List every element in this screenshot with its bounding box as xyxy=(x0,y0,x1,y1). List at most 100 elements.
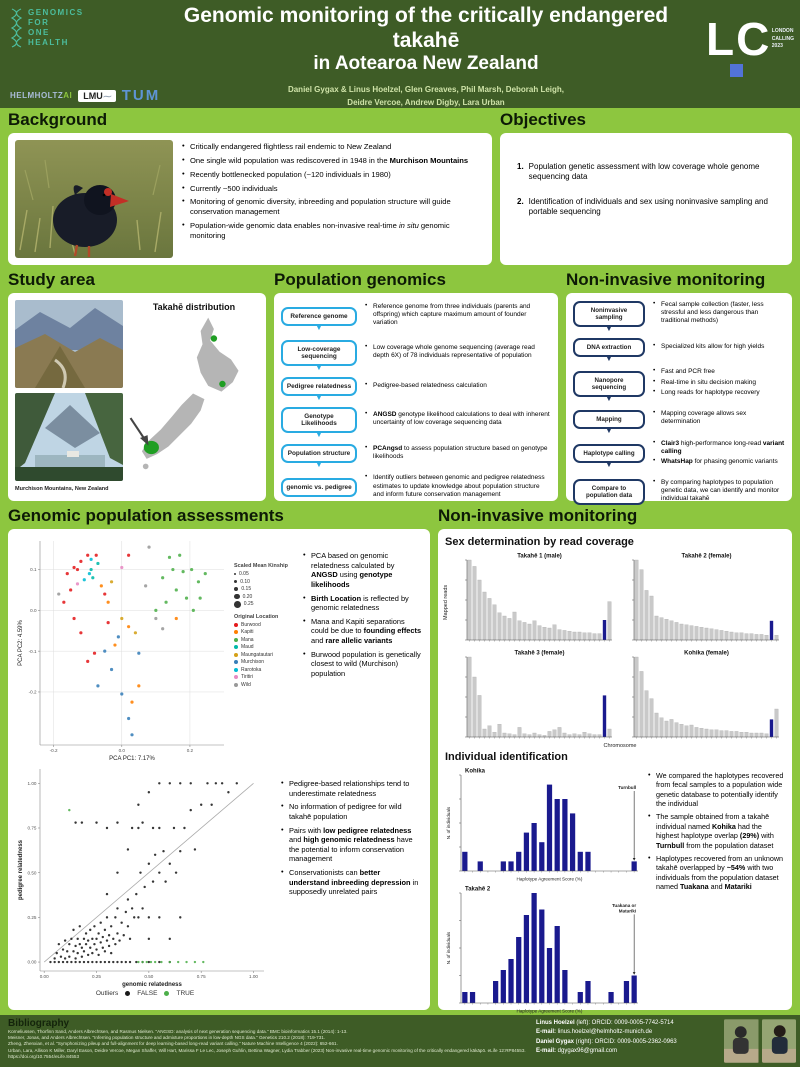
svg-text:N. of individuals: N. of individuals xyxy=(446,806,451,839)
arrow-down-icon: ▼ xyxy=(315,462,323,470)
partner-logos: HELMHOLTZAI LMU⁓ TUM xyxy=(10,87,158,104)
bullet-item: Mana and Kapiti separations could be due… xyxy=(302,616,422,646)
section-title: Non-invasive monitoring xyxy=(566,270,766,289)
objectives-list: 1. Population genetic assessment with low… xyxy=(507,140,785,218)
bullet-item: Reference genome from three individuals … xyxy=(364,302,551,327)
bullet-item: Specialized kits allow for high yields xyxy=(652,342,785,351)
pca-legend: Scaled Mean Kinship 0.05 0.10 0.15 0.20 0.25 O… xyxy=(234,563,288,688)
gfoh-line: FOR xyxy=(28,18,50,27)
flow-step: Noninvasive sampling ▼ xyxy=(573,301,645,333)
pca-row: -0.2 0.0 0.2 0.1 0.0 -0.1 -0.2 PCA PC1: 7.17% PC… xyxy=(16,535,422,763)
arrow-down-icon: ▼ xyxy=(605,395,613,403)
contact-line: E-mail: dgygax96@gmail.com xyxy=(536,1047,618,1054)
sex-x-axis-label: Chromosome xyxy=(603,743,637,749)
svg-text:Takahē 2 (female): Takahē 2 (female) xyxy=(682,554,732,560)
header: GENOMICS FOR ONE HEALTH HELMHOLTZAI LMU⁓… xyxy=(0,0,800,108)
svg-text:-0.2: -0.2 xyxy=(29,690,37,695)
bullet-item: Identify outliers between genomic and pe… xyxy=(364,473,551,498)
flow-step: Mapping ▼ xyxy=(573,409,645,435)
bullet-item: Monitoring of genomic diversity, inbreed… xyxy=(181,196,485,217)
svg-text:PCA PC1: 7.17%: PCA PC1: 7.17% xyxy=(109,756,155,762)
svg-text:Tuakana or: Tuakana or xyxy=(612,903,636,908)
individual-id-title: Individual identification xyxy=(445,751,568,763)
nz-map: Takahē distribution xyxy=(129,300,259,494)
svg-text:1.00: 1.00 xyxy=(28,781,37,786)
arrow-down-icon: ▼ xyxy=(605,462,613,470)
bullet-item: ANGSD genotype likelihood calculations t… xyxy=(364,410,551,427)
arrow-down-icon: ▼ xyxy=(605,326,613,334)
svg-text:Haplotype Agreement Score (%): Haplotype Agreement Score (%) xyxy=(517,1009,583,1014)
flow-step: genomic vs. pedigree xyxy=(281,478,357,498)
svg-text:0.00: 0.00 xyxy=(28,960,37,965)
bullet-item: Haplotypes recovered from an unknown tak… xyxy=(647,853,785,891)
objective-item: 2. Identification of individuals and sex … xyxy=(517,196,768,217)
bullet-item: Pairs with low pedigree relatedness and … xyxy=(280,825,422,865)
relatedness-row: 0.00 0.25 0.50 0.75 1.00 0.00 0.25 0.50 0.75 1.00… xyxy=(16,763,422,997)
svg-text:Kohika (female): Kohika (female) xyxy=(684,651,729,657)
svg-text:Takahē 2: Takahē 2 xyxy=(465,887,491,893)
lmu-logo: LMU⁓ xyxy=(78,89,116,102)
header-title-block: Genomic monitoring of the critically end… xyxy=(160,0,692,108)
flow-step: Compare to population data xyxy=(573,479,645,506)
bullet-item: Currently ~500 individuals xyxy=(181,183,485,194)
svg-text:1.00: 1.00 xyxy=(249,974,258,979)
sex-chart-kohika: Kohika (female) xyxy=(622,647,782,743)
photo-caption: Murchison Mountains, New Zealand xyxy=(15,486,109,492)
section-title: Population genomics xyxy=(274,270,446,289)
section-title: Objectives xyxy=(500,110,586,129)
bullet-item: Fast and PCR free xyxy=(652,367,785,376)
flow-step: Population structure ▼ xyxy=(281,444,357,469)
flow-step: Genotype Likelihoods ▼ xyxy=(281,407,357,439)
dna-helix-icon xyxy=(10,8,23,48)
arrow-down-icon: ▼ xyxy=(605,427,613,435)
contact-line: Daniel Gygax (right): ORCID: 0009-0005-2… xyxy=(536,1038,677,1045)
authors-line1: Daniel Gygax & Linus Hoelzel, Glen Greav… xyxy=(287,84,565,94)
bullet-item: Long reads for haplotype recovery xyxy=(652,388,785,397)
bullet-item: Fecal sample collection (faster, less st… xyxy=(652,300,785,325)
reference: Meisner, Jonas, and Anders Albrechtsen. … xyxy=(8,1035,326,1041)
bullet-item: Pedigree-based relatedness calculation xyxy=(364,381,551,390)
svg-text:PCA PC2: 4.59%: PCA PC2: 4.59% xyxy=(18,619,24,665)
author-photo-daniel xyxy=(761,1019,796,1063)
section-title: Study area xyxy=(8,270,95,289)
mountain-photo-1 xyxy=(15,300,123,388)
section-title: Genomic population assessments xyxy=(8,506,284,525)
map-title: Takahē distribution xyxy=(152,302,236,312)
arrow-down-icon: ▼ xyxy=(315,365,323,373)
genomics-for-one-health-logo: GENOMICS FOR ONE HEALTH xyxy=(10,8,154,48)
section-background: Background xyxy=(8,110,492,268)
bibliography-refs: Korneliussen, Thorfinn Sand, Anders Albr… xyxy=(8,1029,526,1060)
contact-line: Linus Hoelzel (left): ORCID: 0009-0005-7… xyxy=(536,1020,674,1026)
author-photo-linus xyxy=(724,1019,759,1063)
background-bullets: Critically endangered flightless rail en… xyxy=(181,140,485,258)
outliers-legend: Outliers FALSE TRUE xyxy=(95,990,195,997)
bullet-item: The sample obtained from a takahē indivi… xyxy=(647,811,785,849)
population-genomics-flow: Reference genome▼ Reference genome from t… xyxy=(274,293,558,501)
poster-title-line1: Genomic monitoring of the critically end… xyxy=(183,3,669,52)
bullet-item: WhatsHap for phasing genomic variants xyxy=(652,457,785,466)
flow-step: Nanopore sequencing ▼ xyxy=(573,370,645,403)
bullet-item: Burwood population is genetically closes… xyxy=(302,649,422,679)
svg-text:0.0: 0.0 xyxy=(30,608,37,613)
section-title: Non-invasive monitoring xyxy=(438,506,638,525)
contact-line: E-mail: linus.hoelzel@helmholtz-munich.d… xyxy=(536,1029,653,1036)
nz-map-svg xyxy=(129,317,239,470)
svg-text:-0.1: -0.1 xyxy=(29,649,37,654)
section-study-area: Study area xyxy=(8,270,266,504)
arrow-down-icon: ▼ xyxy=(315,324,323,332)
svg-text:0.25: 0.25 xyxy=(92,974,101,979)
gfoh-line: GENOMICS xyxy=(28,8,84,17)
footer: Bibliography Korneliussen, Thorfinn Sand… xyxy=(0,1015,800,1067)
pca-bullets: PCA based on genomic relatedness calcula… xyxy=(302,535,422,763)
gfoh-line: HEALTH xyxy=(28,38,69,47)
section-objectives: Objectives 1. Population genetic assessme… xyxy=(500,110,792,268)
relatedness-scatter-plot: 0.00 0.25 0.50 0.75 1.00 0.00 0.25 0.50 0.75 1.00… xyxy=(16,763,268,989)
svg-text:0.75: 0.75 xyxy=(28,826,37,831)
bullet-item: Recently bottlenecked population (~120 i… xyxy=(181,169,485,180)
london-calling-logo: LC LONDON CALLING 2023 xyxy=(692,0,800,108)
arrow-down-icon: ▼ xyxy=(315,395,323,403)
svg-text:Turnbull: Turnbull xyxy=(618,785,636,790)
bullet-item: PCAngsd to assess population structure b… xyxy=(364,444,551,461)
svg-text:pedigree relatedness: pedigree relatedness xyxy=(18,839,24,900)
